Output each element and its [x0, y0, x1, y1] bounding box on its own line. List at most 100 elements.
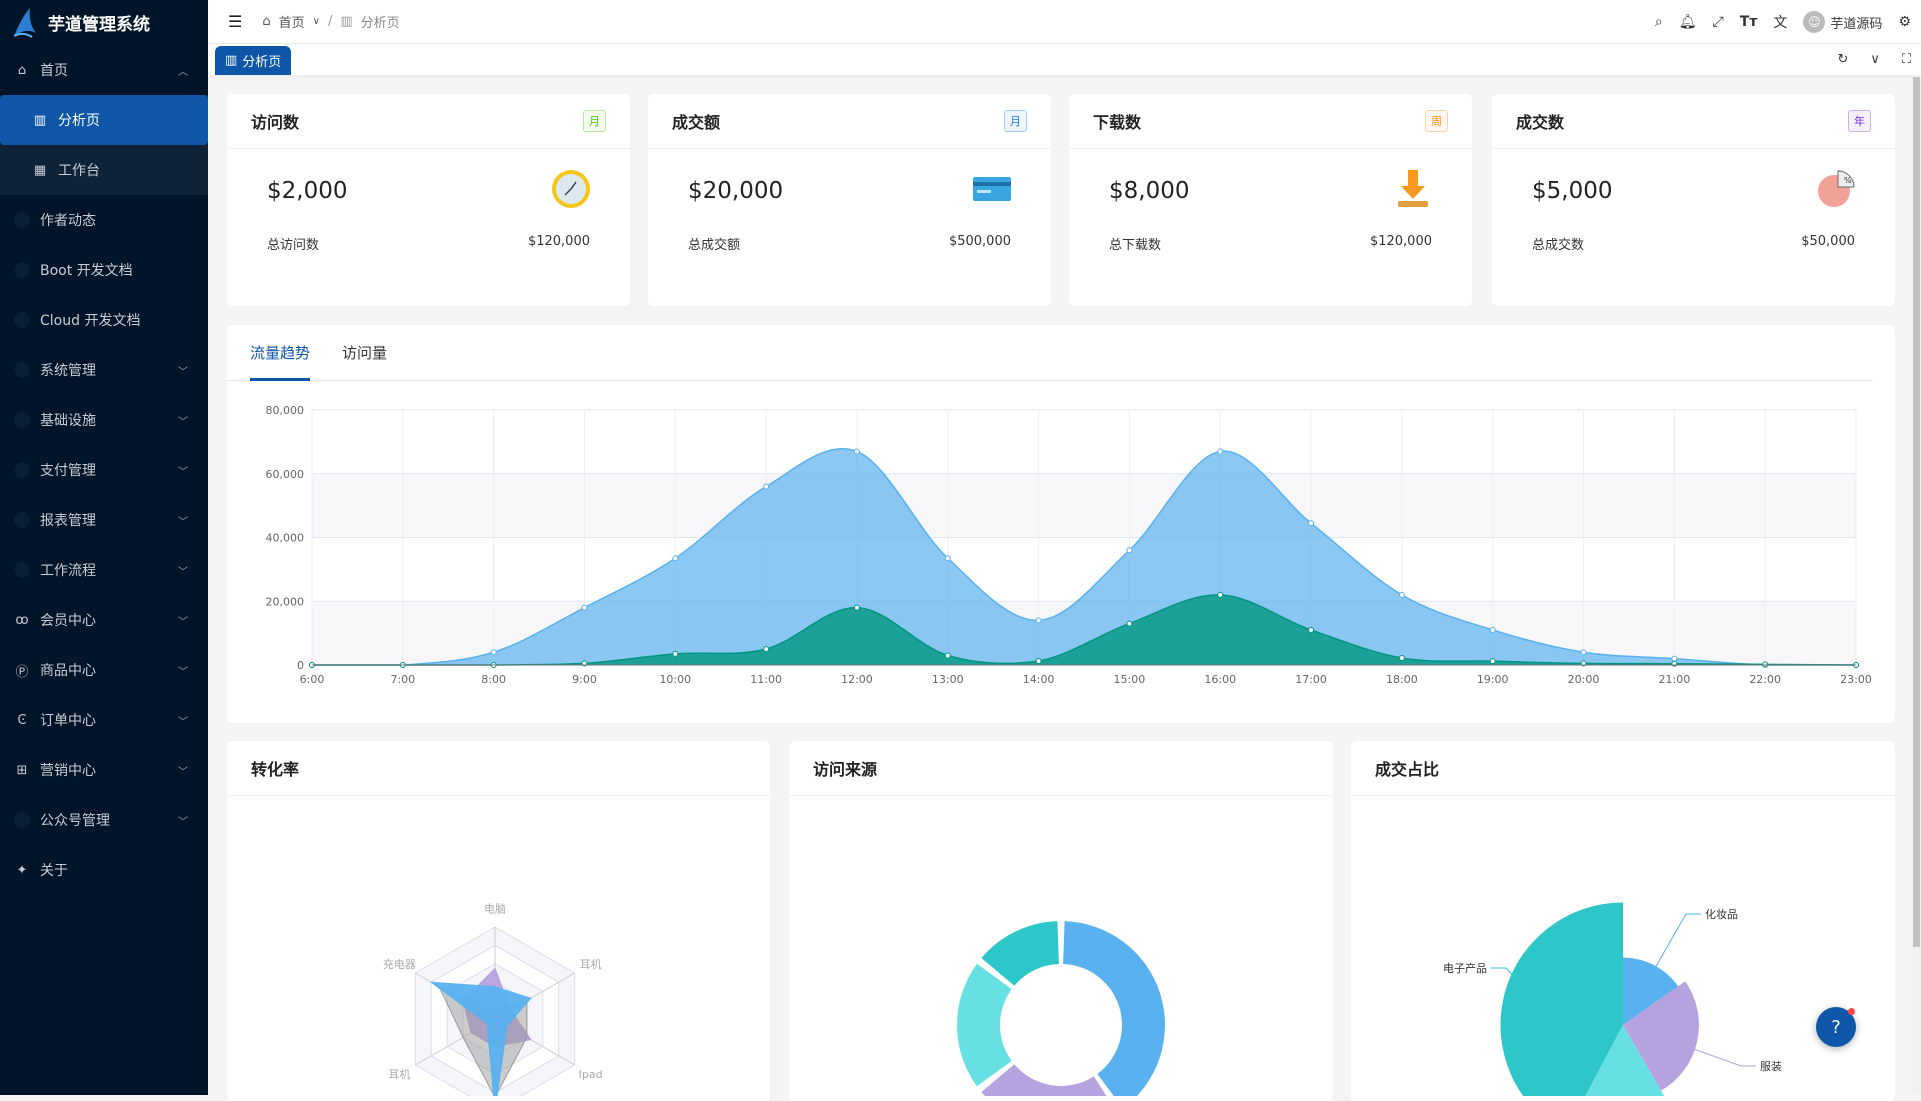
x-tick-label: 15:00 — [1114, 673, 1146, 686]
data-point[interactable] — [1308, 626, 1315, 633]
sidebar-item-label: Cloud 开发文档 — [40, 313, 141, 329]
breadcrumb-home[interactable]: 首页 — [278, 16, 305, 31]
rose-slice[interactable] — [1577, 1025, 1672, 1101]
grid-icon: ▦ — [33, 162, 47, 178]
y-tick-label: 80,000 — [266, 404, 305, 417]
chevron-down-icon: ﹀ — [178, 616, 188, 628]
sidebar-item-label: 报表管理 — [40, 513, 96, 529]
sidebar-item-label: 会员中心 — [40, 613, 96, 629]
data-point[interactable] — [1762, 661, 1769, 668]
sidebar-item[interactable]: Boot 开发文档 — [0, 245, 208, 295]
donut-slice[interactable] — [957, 963, 1012, 1087]
sidebar-item-workplace[interactable]: ▦ 工作台 — [0, 145, 208, 195]
data-point[interactable] — [1035, 658, 1042, 665]
sidebar-item[interactable]: 系统管理 ﹀ — [0, 345, 208, 395]
data-point[interactable] — [1035, 617, 1042, 624]
translate-icon[interactable]: 文 — [1773, 15, 1788, 31]
sidebar-item[interactable]: 基础设施 ﹀ — [0, 395, 208, 445]
data-point[interactable] — [490, 649, 497, 656]
fullscreen-icon[interactable]: ⤢ — [1712, 14, 1724, 30]
data-point[interactable] — [944, 652, 951, 659]
data-point[interactable] — [672, 650, 679, 657]
sidebar-item-label: 作者动态 — [40, 213, 96, 229]
chevron-down-icon: ﹀ — [178, 716, 188, 728]
data-point[interactable] — [763, 646, 770, 653]
data-point[interactable] — [1580, 649, 1587, 656]
data-point[interactable] — [1489, 658, 1496, 665]
refresh-icon[interactable]: ↻ — [1837, 52, 1849, 67]
sidebar-item[interactable]: ✦ 关于 — [0, 845, 208, 895]
data-point[interactable] — [672, 555, 679, 562]
sidebar-item-analysis[interactable]: ▥ 分析页 — [0, 95, 208, 145]
top-header: ☰ ⌂ 首页 ∨ / ▥ 分析页 ⌕ 🔔︎ ⤢ Tт 文 ☺ 芋道源码 ⚙ — [208, 0, 1921, 44]
sidebar-item[interactable]: ꝏ 会员中心 ﹀ — [0, 595, 208, 645]
sidebar-item[interactable]: Ⓟ 商品中心 ﹀ — [0, 645, 208, 695]
radar-series[interactable] — [429, 981, 532, 1101]
sidebar-item-label: 支付管理 — [40, 463, 96, 479]
data-point[interactable] — [1398, 591, 1405, 598]
settings-icon[interactable]: ⚙ — [1898, 14, 1911, 30]
period-badge: 月 — [1004, 110, 1027, 132]
sidebar-item[interactable]: 公众号管理 ﹀ — [0, 795, 208, 845]
data-point[interactable] — [1217, 448, 1224, 455]
sidebar-item[interactable]: Cloud 开发文档 — [0, 295, 208, 345]
sales-ratio-card: 成交占比 化妆品 服装 电子产品 — [1351, 741, 1895, 1101]
help-button[interactable]: ? — [1816, 1007, 1856, 1047]
tab-analysis[interactable]: ▥ 分析页 — [215, 46, 292, 75]
rose-slice[interactable] — [1500, 902, 1624, 1101]
sidebar-item[interactable]: 工作流程 ﹀ — [0, 545, 208, 595]
indicator-label: 充电器 — [383, 957, 416, 971]
app-title: 芋道管理系统 — [48, 15, 150, 35]
stat-title: 访问数 — [251, 113, 300, 132]
sidebar-item[interactable]: 报表管理 ﹀ — [0, 495, 208, 545]
stat-label: 总成交额 — [688, 238, 741, 253]
sidebar-item[interactable]: 支付管理 ﹀ — [0, 445, 208, 495]
donut-slice[interactable] — [1063, 921, 1165, 1101]
font-size-icon[interactable]: Tт — [1739, 14, 1758, 30]
search-icon[interactable]: ⌕ — [1654, 14, 1663, 30]
data-point[interactable] — [1308, 520, 1315, 527]
scrollbar-thumb[interactable] — [1913, 77, 1920, 947]
maximize-icon[interactable]: ⛶ — [1901, 52, 1911, 67]
data-point[interactable] — [581, 604, 588, 611]
sidebar-item-label: 分析页 — [58, 113, 100, 129]
label-line — [1654, 913, 1701, 969]
sidebar-item-home[interactable]: ⌂ 首页 ︿ — [0, 45, 208, 95]
user-menu[interactable]: ☺ 芋道源码 — [1803, 11, 1882, 33]
stat-total: $120,000 — [1369, 234, 1432, 249]
sidebar-item[interactable]: Ͼ 订单中心 ﹀ — [0, 695, 208, 745]
data-point[interactable] — [763, 483, 770, 490]
credit-card-icon — [973, 177, 1011, 201]
stat-card: 下载数 周 $8,000 总下载数 $120,000 — [1069, 94, 1472, 306]
sidebar-item-label: 关于 — [40, 863, 68, 879]
donut-slice[interactable] — [981, 1064, 1117, 1101]
data-point[interactable] — [1217, 591, 1224, 598]
data-point[interactable] — [1489, 626, 1496, 633]
rose-slice[interactable] — [1623, 981, 1699, 1091]
chevron-down-icon: ﹀ — [178, 566, 188, 578]
data-point[interactable] — [1126, 620, 1133, 627]
menu-fold-icon[interactable]: ☰ — [228, 12, 243, 31]
tab-visits[interactable]: 访问量 — [342, 344, 388, 362]
data-point[interactable] — [1398, 654, 1405, 661]
rose-slice[interactable] — [1623, 957, 1679, 1025]
period-badge: 年 — [1848, 110, 1871, 132]
x-tick-label: 19:00 — [1477, 673, 1509, 686]
dot-icon — [14, 512, 30, 528]
sidebar-item[interactable]: 作者动态 — [0, 195, 208, 245]
tab-traffic-trend[interactable]: 流量趋势 — [250, 325, 311, 381]
data-point[interactable] — [944, 555, 951, 562]
logo[interactable]: 芋道管理系统 — [0, 0, 208, 45]
data-point[interactable] — [1671, 655, 1678, 662]
slice-label: 服装 — [1760, 1060, 1782, 1073]
chevron-down-icon[interactable]: ∨ — [1870, 52, 1880, 67]
grid-band — [312, 473, 1856, 538]
data-point[interactable] — [853, 448, 860, 455]
chevron-down-icon[interactable]: ∨ — [312, 16, 320, 27]
scrollbar[interactable] — [1912, 75, 1921, 1095]
donut-slice[interactable] — [981, 921, 1059, 986]
data-point[interactable] — [853, 604, 860, 611]
sidebar-item[interactable]: ⊞ 营销中心 ﹀ — [0, 745, 208, 795]
bell-icon[interactable]: 🔔︎ — [1678, 14, 1697, 30]
data-point[interactable] — [1126, 547, 1133, 554]
